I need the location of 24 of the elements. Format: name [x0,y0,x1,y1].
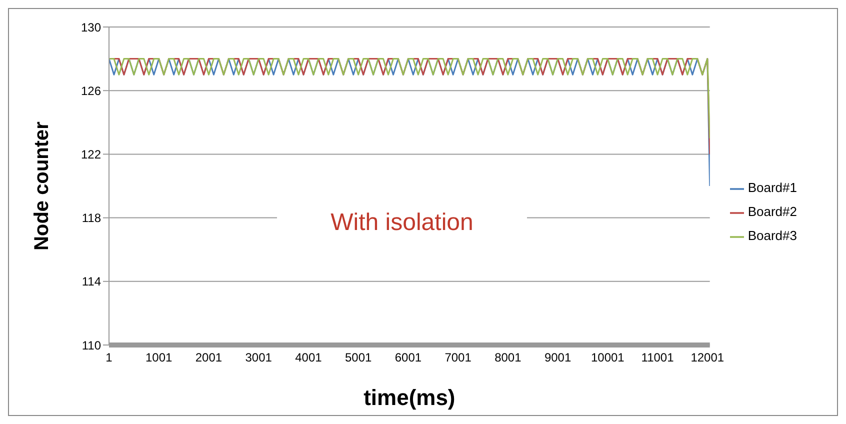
y-tick-label: 126 [80,84,102,98]
y-tick-label: 110 [82,338,102,352]
x-tick-label: 6001 [394,350,422,365]
legend-label: Board#2 [748,204,797,219]
x-tick-label: 10001 [590,350,625,365]
legend-label: Board#1 [748,180,797,195]
y-tick-label: 118 [82,211,102,226]
legend-label: Board#3 [748,228,797,243]
x-tick-label: 1 [106,350,113,365]
x-tick-label: 5001 [344,350,372,365]
x-tick-label: 2001 [195,350,222,365]
x-tick-label: 7001 [444,350,472,365]
x-tick-label: 4001 [295,350,322,365]
x-tick-label: 11001 [641,350,674,365]
x-tick-label: 8001 [494,350,522,365]
y-axis-title: Node counter [31,121,54,250]
x-tick-label: 1001 [146,350,173,365]
x-axis-title: time(ms) [364,385,456,410]
y-tick-label: 114 [82,274,102,289]
x-tick-label: 12001 [690,350,724,365]
x-tick-label: 3001 [245,350,272,365]
y-tick-label: 122 [80,147,102,162]
x-tick-label: 9001 [544,350,572,365]
y-tick-label: 130 [80,20,102,34]
